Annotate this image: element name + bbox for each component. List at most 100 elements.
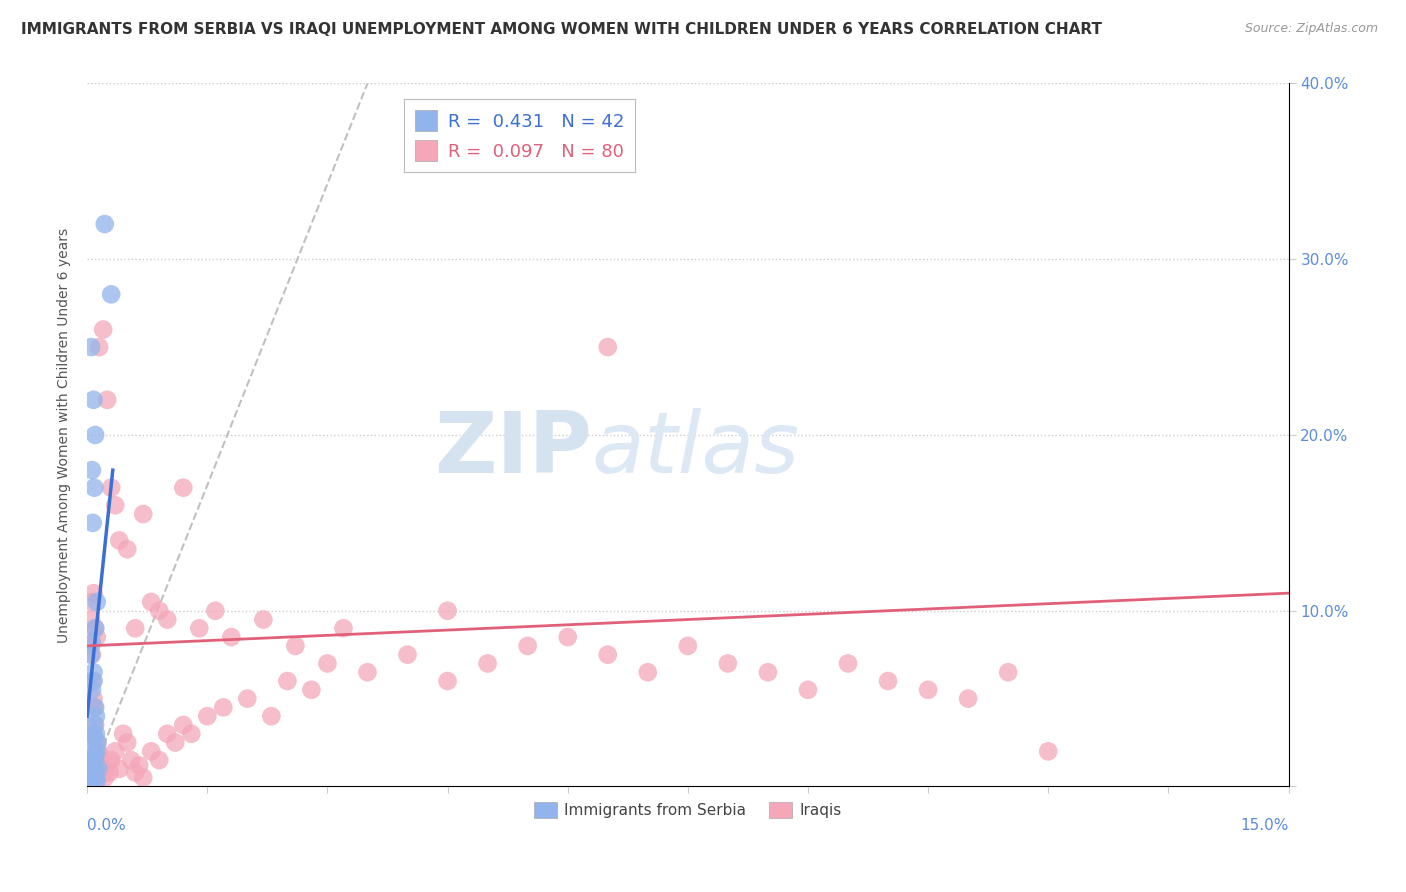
Point [165,735,187,749]
Point [84,718,107,732]
Point [141,595,163,609]
Point [82,772,104,787]
Point [108,762,131,776]
Point [84,700,107,714]
Text: 15.0%: 15.0% [1240,818,1288,833]
Point [596,648,619,662]
Point [252,613,274,627]
Point [80,682,103,697]
Point [717,657,740,671]
Point [124,765,146,780]
Point [80,635,103,649]
Text: IMMIGRANTS FROM SERBIA VS IRAQI UNEMPLOYMENT AMONG WOMEN WITH CHILDREN UNDER 6 Y: IMMIGRANTS FROM SERBIA VS IRAQI UNEMPLOY… [21,22,1102,37]
Point [80,648,103,662]
Point [96,392,118,407]
Point [83,762,105,776]
Point [80,463,103,477]
Point [86,735,108,749]
Point [84,747,107,762]
Point [188,621,211,635]
Point [204,604,226,618]
Legend: Immigrants from Serbia, Iraqis: Immigrants from Serbia, Iraqis [527,797,848,824]
Point [316,657,339,671]
Point [84,621,107,635]
Point [83,767,105,781]
Point [89,340,111,354]
Point [86,744,108,758]
Point [797,682,820,697]
Point [84,709,107,723]
Text: 0.0%: 0.0% [87,818,127,833]
Point [180,727,202,741]
Point [80,639,103,653]
Point [80,613,103,627]
Point [957,691,980,706]
Text: atlas: atlas [592,408,800,491]
Point [83,700,105,714]
Point [436,673,458,688]
Point [100,753,122,767]
Point [148,604,170,618]
Point [80,764,103,778]
Point [90,762,112,776]
Point [86,595,108,609]
Point [221,630,243,644]
Text: ZIP: ZIP [434,408,592,491]
Point [100,481,122,495]
Point [86,630,108,644]
Point [80,340,103,354]
Point [477,657,499,671]
Point [284,639,307,653]
Point [276,673,298,688]
Point [80,753,103,767]
Point [83,673,105,688]
Point [557,630,579,644]
Point [84,727,107,741]
Point [516,639,538,653]
Point [84,621,107,635]
Point [108,533,131,548]
Point [172,718,194,732]
Point [86,774,108,789]
Y-axis label: Unemployment Among Women with Children Under 6 years: Unemployment Among Women with Children U… [58,227,72,642]
Point [96,758,118,772]
Point [124,621,146,635]
Point [80,648,103,662]
Point [112,727,135,741]
Point [148,753,170,767]
Point [997,665,1019,680]
Point [132,771,155,785]
Point [115,542,138,557]
Point [82,727,104,741]
Point [87,744,110,758]
Point [80,774,103,789]
Point [115,735,138,749]
Point [236,691,259,706]
Point [83,765,105,780]
Point [94,771,117,785]
Point [877,673,900,688]
Point [128,758,150,772]
Point [104,744,127,758]
Point [156,727,179,741]
Point [80,765,103,780]
Point [83,586,105,600]
Point [91,765,114,780]
Point [132,507,155,521]
Point [80,776,103,790]
Point [396,648,419,662]
Point [83,665,105,680]
Point [356,665,378,680]
Point [172,481,194,495]
Point [87,762,110,776]
Point [91,322,114,336]
Point [260,709,283,723]
Point [1038,744,1060,758]
Point [917,682,939,697]
Point [156,613,179,627]
Point [141,744,163,758]
Point [82,744,104,758]
Point [83,758,105,772]
Point [82,673,104,688]
Text: Source: ZipAtlas.com: Source: ZipAtlas.com [1244,22,1378,36]
